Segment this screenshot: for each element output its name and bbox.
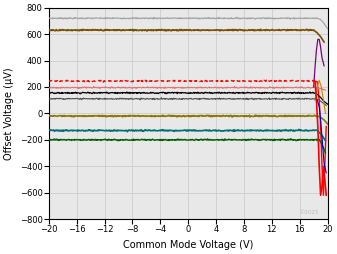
- X-axis label: Common Mode Voltage (V): Common Mode Voltage (V): [123, 240, 253, 250]
- Y-axis label: Offset Voltage (µV): Offset Voltage (µV): [4, 67, 14, 160]
- Text: ©2025: ©2025: [300, 210, 319, 215]
